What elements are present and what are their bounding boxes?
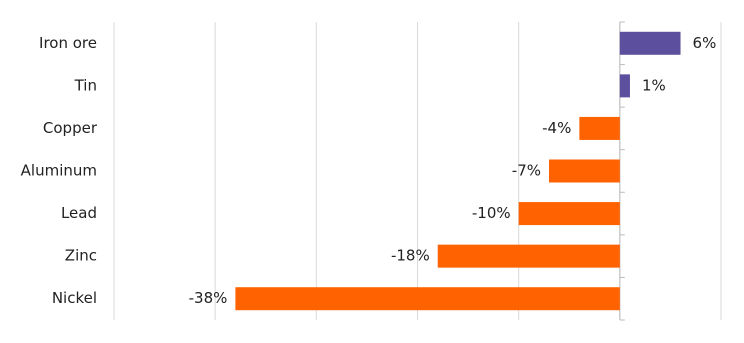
y-tick-label: Tin bbox=[74, 76, 97, 94]
bar bbox=[235, 287, 620, 311]
value-label: -7% bbox=[512, 162, 541, 180]
bar bbox=[619, 31, 681, 55]
value-label: -18% bbox=[391, 247, 430, 265]
value-label: -10% bbox=[472, 204, 511, 222]
y-tick-label: Lead bbox=[61, 204, 97, 222]
y-tick-label: Aluminum bbox=[21, 162, 97, 180]
value-label: -4% bbox=[542, 119, 571, 137]
value-label: 6% bbox=[693, 34, 717, 52]
bar bbox=[518, 202, 620, 226]
bar bbox=[619, 74, 630, 98]
y-tick-label: Nickel bbox=[52, 289, 97, 307]
value-label: 1% bbox=[642, 76, 666, 94]
y-tick-label: Copper bbox=[43, 119, 98, 137]
y-tick-label: Zinc bbox=[65, 247, 97, 265]
bar bbox=[579, 116, 620, 140]
bar bbox=[549, 159, 620, 183]
value-label: -38% bbox=[189, 289, 228, 307]
bar bbox=[437, 244, 620, 268]
y-tick-label: Iron ore bbox=[39, 34, 97, 52]
